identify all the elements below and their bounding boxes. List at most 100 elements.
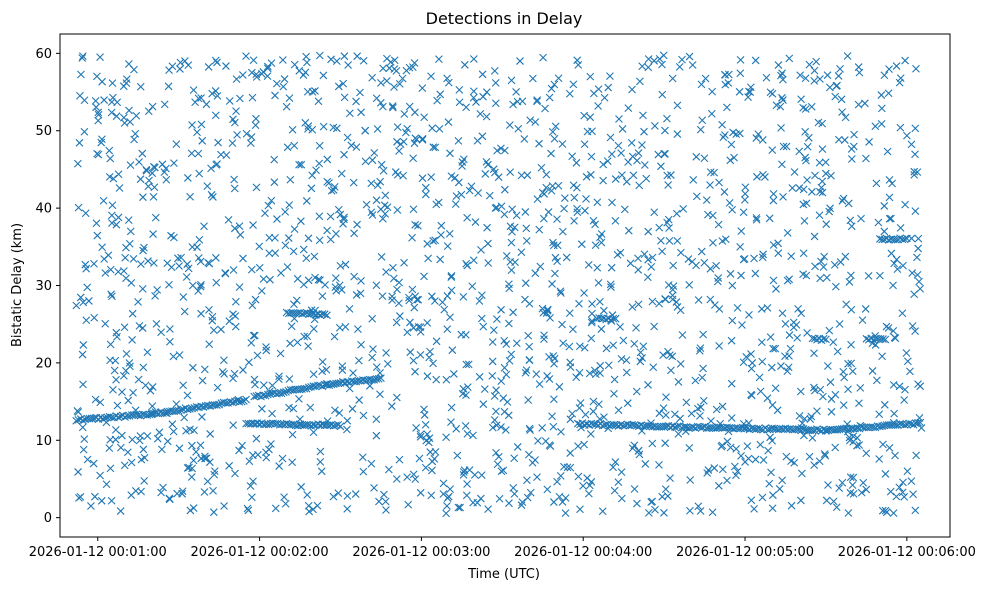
data-point (665, 224, 673, 232)
data-point (390, 56, 399, 65)
data-point (512, 88, 521, 96)
data-point (849, 432, 858, 441)
data-point (479, 400, 488, 409)
data-point (810, 66, 819, 75)
data-point (739, 255, 748, 264)
data-point (406, 348, 415, 357)
data-point (298, 309, 307, 318)
data-point (261, 209, 269, 218)
data-point (666, 474, 674, 482)
data-point (165, 280, 173, 289)
data-point (911, 207, 920, 215)
data-point (660, 149, 669, 158)
data-point (708, 87, 717, 96)
data-point (311, 273, 319, 282)
data-point (327, 55, 335, 64)
data-point (711, 424, 720, 433)
data-point (882, 322, 891, 331)
data-point (706, 295, 715, 304)
data-point (143, 348, 152, 357)
data-point (208, 312, 217, 321)
data-point (189, 504, 198, 512)
data-point (544, 208, 553, 216)
data-point (673, 422, 682, 431)
data-point (616, 323, 624, 331)
data-point (752, 215, 761, 224)
data-point (367, 459, 376, 468)
data-point (395, 278, 404, 287)
data-point (573, 56, 582, 65)
data-point (443, 292, 452, 300)
data-point (392, 393, 401, 402)
data-point (728, 281, 737, 290)
data-point (701, 74, 710, 83)
data-point (304, 383, 313, 392)
data-point (639, 342, 648, 351)
data-point (844, 199, 853, 208)
data-point (844, 425, 853, 434)
data-point (183, 391, 192, 400)
data-point (273, 215, 281, 223)
data-point (738, 423, 747, 432)
data-point (106, 265, 115, 274)
data-point (211, 253, 220, 262)
data-point (98, 414, 107, 423)
data-point (758, 136, 767, 144)
data-point (836, 65, 844, 73)
data-point (165, 66, 173, 75)
data-point (343, 425, 351, 434)
data-point (110, 366, 119, 375)
data-point (878, 352, 886, 361)
data-point (442, 375, 451, 384)
data-point (196, 441, 205, 450)
data-point (492, 203, 501, 212)
data-point (822, 220, 831, 229)
data-point (311, 382, 320, 391)
data-point (427, 491, 436, 500)
data-point (203, 182, 212, 190)
data-point (140, 243, 148, 252)
data-point (512, 339, 521, 348)
data-point (886, 487, 895, 496)
data-point (410, 139, 419, 148)
data-point (492, 386, 501, 395)
data-point (675, 62, 684, 71)
data-point (718, 120, 727, 129)
data-point (535, 139, 543, 148)
data-point (786, 344, 795, 353)
data-point (307, 309, 316, 318)
data-point (292, 296, 301, 305)
data-point (549, 241, 558, 250)
data-point (345, 109, 354, 118)
data-point (827, 171, 835, 180)
data-point (96, 398, 105, 407)
data-point (249, 221, 257, 229)
data-point (762, 73, 771, 82)
data-point (198, 376, 207, 385)
data-point (186, 192, 194, 201)
data-point (212, 278, 221, 287)
data-point (434, 198, 443, 207)
data-point (230, 118, 239, 127)
data-point (400, 110, 409, 118)
data-point (439, 490, 448, 498)
data-point (205, 306, 213, 314)
data-point (836, 258, 845, 266)
data-point (299, 245, 308, 254)
data-point (521, 208, 530, 216)
data-point (907, 477, 916, 486)
data-point (831, 282, 840, 291)
data-point (282, 387, 290, 396)
data-point (464, 360, 473, 369)
data-point (193, 128, 201, 137)
data-point (706, 264, 715, 273)
data-point (427, 173, 436, 182)
data-point (756, 440, 765, 449)
data-point (774, 249, 783, 258)
data-point (91, 492, 99, 501)
data-point (192, 448, 200, 456)
data-point (493, 460, 502, 469)
data-point (823, 71, 832, 80)
data-point (469, 498, 477, 507)
data-point (848, 481, 857, 490)
